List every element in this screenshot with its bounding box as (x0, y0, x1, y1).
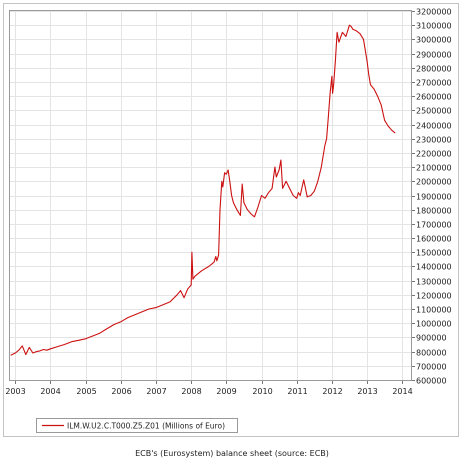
y-tick-label: 2800000 (416, 65, 452, 74)
y-tick-label: 3200000 (416, 8, 452, 17)
x-tick-label: 2005 (76, 387, 96, 396)
x-tick-label: 2014 (392, 387, 412, 396)
y-tick-label: 2200000 (416, 150, 452, 159)
x-tick-label: 2009 (216, 387, 236, 396)
y-tick-label: 1700000 (416, 221, 452, 230)
y-tick-label: 2600000 (416, 93, 452, 102)
y-tick-label: 2900000 (416, 51, 452, 60)
y-tick-label: 1400000 (416, 263, 452, 272)
y-tick-label: 1300000 (416, 278, 452, 287)
x-tick-label: 2004 (40, 387, 60, 396)
y-tick-label: 1200000 (416, 292, 452, 301)
y-tick-label: 700000 (416, 363, 447, 372)
x-tick-label: 2007 (146, 387, 166, 396)
legend: ILM.W.U2.C.T000.Z5.Z01 (Millions of Euro… (36, 418, 238, 433)
y-tick-label: 1900000 (416, 193, 452, 202)
legend-box (36, 418, 238, 433)
y-tick-label: 3100000 (416, 22, 452, 31)
y-tick-label: 900000 (416, 334, 447, 343)
y-tick-label: 1600000 (416, 235, 452, 244)
y-tick-label: 1500000 (416, 249, 452, 258)
y-tick-label: 1100000 (416, 306, 452, 315)
y-tick-label: 3000000 (416, 36, 452, 45)
x-tick-label: 2013 (357, 387, 377, 396)
y-tick-label: 2500000 (416, 107, 452, 116)
x-tick-label: 2003 (5, 387, 25, 396)
y-tick-label: 600000 (416, 377, 447, 386)
x-tick-label: 2011 (287, 387, 307, 396)
series-line-balance-sheet (10, 24, 396, 356)
legend-label: ILM.W.U2.C.T000.Z5.Z01 (Millions of Euro… (67, 422, 225, 431)
y-axis: 600000 700000 800000 900000 1000000 1100000 12… (411, 8, 452, 386)
y-tick-label: 2300000 (416, 136, 452, 145)
x-tick-label: 2010 (252, 387, 272, 396)
x-tick-label: 2012 (322, 387, 342, 396)
y-tick-label: 800000 (416, 349, 447, 358)
x-tick-label: 2008 (181, 387, 201, 396)
chart-caption: ECB's (Eurosystem) balance sheet (source… (135, 449, 329, 458)
y-tick-label: 1800000 (416, 207, 452, 216)
y-tick-label: 1000000 (416, 320, 452, 329)
y-tick-label: 2100000 (416, 164, 452, 173)
plot-area-border (9, 10, 412, 381)
series-layer (10, 24, 396, 356)
y-tick-label: 2000000 (416, 178, 452, 187)
y-tick-label: 2700000 (416, 79, 452, 88)
y-tick-label: 2400000 (416, 122, 452, 131)
x-tick-label: 2006 (111, 387, 131, 396)
x-axis: 2003 2004 2005 2006 2007 2008 2009 2010 2011 2012… (5, 380, 413, 396)
chart-outer-border (3, 3, 459, 437)
